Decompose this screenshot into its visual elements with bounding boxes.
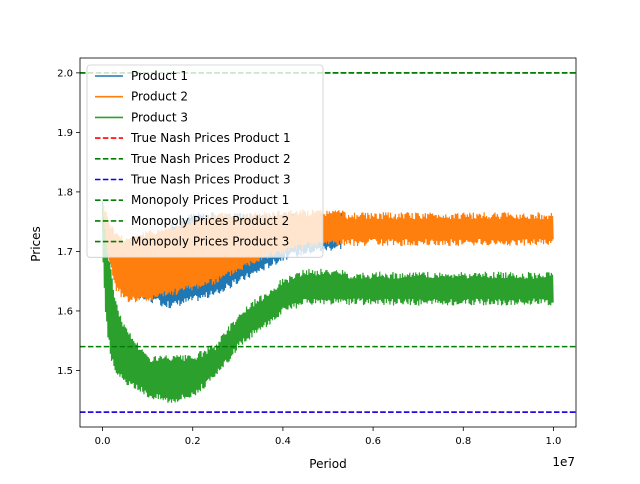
legend-entry-label: Monopoly Prices Product 2 xyxy=(131,214,289,228)
x-tick-label: 1.0 xyxy=(546,436,562,447)
x-tick-label: 0.6 xyxy=(365,436,381,447)
legend-entry-label: Monopoly Prices Product 3 xyxy=(131,235,289,249)
legend-entry-label: Product 1 xyxy=(131,69,188,83)
y-tick-label: 1.8 xyxy=(57,187,73,198)
x-tick-label: 0.2 xyxy=(185,436,201,447)
y-tick-label: 1.5 xyxy=(57,366,73,377)
x-tick-label: 0.4 xyxy=(275,436,291,447)
legend-entry-label: Monopoly Prices Product 1 xyxy=(131,193,289,207)
legend-entry-label: True Nash Prices Product 1 xyxy=(130,131,291,145)
series-2-line xyxy=(101,205,554,303)
ticks: 0.0 0.2 0.4 0.6 0.8 1.0 1.5 1.6 1.7 1.8 1.9 2.0 xyxy=(57,68,561,447)
y-tick-label: 1.9 xyxy=(57,128,73,139)
legend: Product 1 Product 2 Product 3 True Nash Pri… xyxy=(86,64,324,258)
x-axis-offset-label: 1e7 xyxy=(552,455,575,469)
axes xyxy=(79,57,577,428)
x-tick-label: 0.8 xyxy=(455,436,471,447)
series-3-line xyxy=(101,204,554,403)
legend-entry-label: Product 2 xyxy=(131,90,188,104)
legend-entry-label: True Nash Prices Product 2 xyxy=(130,152,291,166)
x-tick-label: 0.0 xyxy=(95,436,111,447)
legend-box xyxy=(86,64,324,258)
y-tick-label: 1.6 xyxy=(57,306,73,317)
plot-frame xyxy=(79,57,577,428)
y-tick-label: 2.0 xyxy=(57,68,73,79)
y-axis-label: Prices xyxy=(29,226,43,262)
x-axis-label: Period xyxy=(309,457,346,471)
y-tick-label: 1.7 xyxy=(57,247,73,258)
legend-entry-label: Product 3 xyxy=(131,110,188,124)
legend-entry-label: True Nash Prices Product 3 xyxy=(130,173,291,187)
